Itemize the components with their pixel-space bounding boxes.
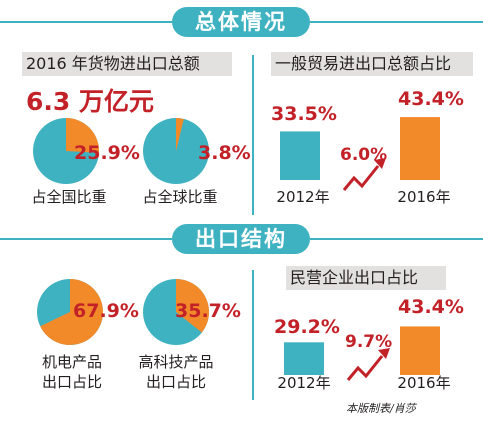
pie-electromechanical-slice xyxy=(40,279,103,345)
pie-electromechanical xyxy=(37,279,103,345)
general-trade-bar-chart xyxy=(280,117,440,191)
private-export-bar-2016 xyxy=(400,326,440,375)
pie-hightech-percent: 35.7% xyxy=(175,300,241,322)
private-export-value-2016: 43.4% xyxy=(398,296,464,318)
private-export-category-2016: 2016年 xyxy=(397,374,451,392)
private-export-title: 民营企业出口占比 xyxy=(286,266,446,290)
pie-global-percent: 3.8% xyxy=(198,142,251,164)
general-trade-value-2016: 43.4% xyxy=(398,88,464,110)
section1-divider xyxy=(252,55,254,215)
pie-hightech xyxy=(143,279,209,345)
general-trade-value-2012: 33.5% xyxy=(271,103,337,125)
pie-hightech-slice xyxy=(176,279,209,333)
total-label: 2016 年货物进出口总额 xyxy=(22,52,232,76)
pie-global-share xyxy=(143,118,209,184)
section2-title: 出口结构 xyxy=(172,224,310,254)
private-growth-arrow-line xyxy=(346,355,384,381)
pie-national-percent: 25.9% xyxy=(74,142,140,164)
section1-title: 总体情况 xyxy=(172,7,310,37)
general-trade-change: 6.0% xyxy=(340,145,388,165)
growth-arrow-head xyxy=(374,158,386,169)
pie-hightech-caption-line2: 出口占比 xyxy=(145,373,206,391)
pie-electromechanical-caption: 机电产品 出口占比 xyxy=(24,352,120,392)
general-trade-bar-2012 xyxy=(280,131,320,180)
section2-rule-right xyxy=(310,238,483,240)
pie-global-caption: 占全球比重 xyxy=(142,188,218,206)
private-export-value-2012: 29.2% xyxy=(274,316,340,338)
section2-rule-left xyxy=(0,238,172,240)
pie-hightech-caption-line1: 高科技产品 xyxy=(138,353,214,371)
private-export-bar-chart xyxy=(284,326,440,381)
general-trade-category-2016: 2016年 xyxy=(397,188,451,206)
pie-national-slice xyxy=(66,118,100,153)
pie-hightech-caption: 高科技产品 出口占比 xyxy=(126,352,226,392)
general-trade-bar-2016 xyxy=(400,117,440,180)
total-value: 6.3 万亿元 xyxy=(26,87,154,116)
private-export-category-2012: 2012年 xyxy=(277,374,331,392)
credit-text: 本版制表/肖莎 xyxy=(346,402,416,415)
section1-rule-left xyxy=(0,21,172,23)
section1-rule-right xyxy=(310,21,483,23)
pie-electromechanical-caption-line1: 机电产品 xyxy=(41,353,102,371)
section2-divider xyxy=(252,270,254,400)
private-export-change: 9.7% xyxy=(345,332,393,352)
pie-electromechanical-percent: 67.9% xyxy=(73,300,139,322)
pie-electromechanical-caption-line2: 出口占比 xyxy=(41,373,102,391)
pie-national-caption: 占全国比重 xyxy=(31,188,107,206)
pie-global-slice xyxy=(176,118,184,151)
general-trade-title: 一般贸易进出口总额占比 xyxy=(271,52,473,76)
private-export-bar-2012 xyxy=(284,342,324,375)
private-growth-arrow-head xyxy=(378,348,390,359)
growth-arrow-line xyxy=(342,165,380,191)
general-trade-category-2012: 2012年 xyxy=(276,188,330,206)
pie-national-share xyxy=(33,118,100,184)
